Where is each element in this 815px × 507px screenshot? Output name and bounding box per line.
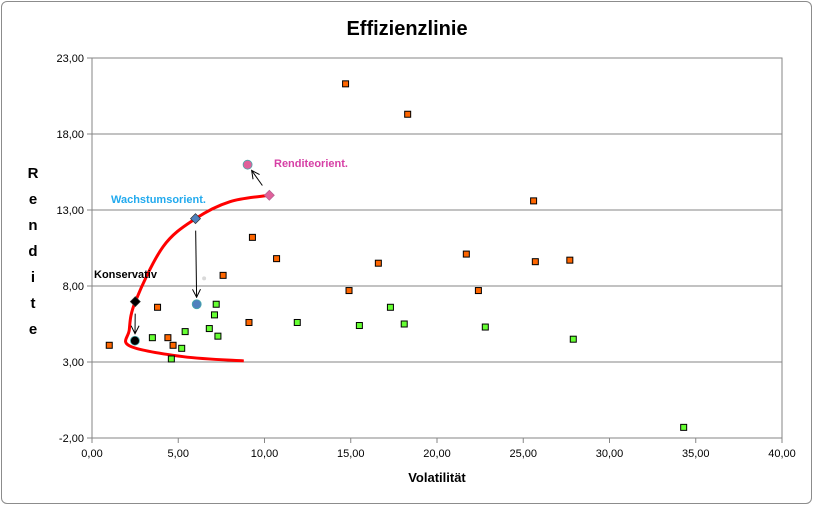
green-point: [181, 328, 189, 336]
green-point: [214, 332, 222, 340]
green-point: [355, 322, 363, 330]
green-point: [293, 318, 301, 326]
y-tick-label: 3,00: [63, 357, 84, 369]
portfolio-circle: [242, 159, 253, 170]
portfolio-circle: [191, 299, 202, 310]
orange-point: [404, 110, 412, 118]
chart-title: Effizienzlinie: [346, 18, 467, 40]
x-axis-label: Volatilität: [408, 470, 466, 485]
x-tick-label: 20,00: [423, 448, 451, 460]
x-tick-label: 0,00: [81, 448, 102, 460]
green-point: [210, 311, 218, 319]
green-point: [400, 320, 408, 328]
green-point: [481, 323, 489, 331]
orange-point: [345, 287, 353, 295]
y-axis-label-letter: t: [31, 295, 36, 312]
orange-point: [474, 287, 482, 295]
green-point: [178, 344, 186, 352]
orange-point: [164, 334, 172, 342]
portfolio-label: Wachstumsorient.: [111, 194, 206, 206]
y-axis-label-letter: e: [29, 191, 37, 208]
y-axis-label-letter: i: [31, 269, 35, 286]
x-tick-label: 40,00: [768, 448, 796, 460]
y-tick-label: 13,00: [56, 205, 84, 217]
green-point: [569, 335, 577, 343]
orange-point: [169, 341, 177, 349]
orange-point: [154, 303, 162, 311]
frontier-diamond: [190, 213, 201, 225]
orange-point: [566, 256, 574, 264]
x-tick-label: 35,00: [682, 448, 710, 460]
frontier-diamond: [129, 296, 141, 308]
y-tick-label: 23,00: [56, 53, 84, 65]
orange-point: [245, 318, 253, 326]
green-point: [212, 300, 220, 308]
arrow: [196, 230, 197, 298]
green-point: [148, 334, 156, 342]
orange-point: [531, 258, 539, 266]
green-point: [205, 325, 213, 333]
arrow: [252, 170, 263, 186]
orange-point: [530, 197, 538, 205]
orange-point: [273, 255, 281, 263]
portfolio-circle: [130, 335, 140, 346]
x-tick-label: 5,00: [168, 448, 189, 460]
orange-point: [342, 80, 350, 88]
x-tick-label: 30,00: [596, 448, 624, 460]
y-axis-label-letter: n: [28, 217, 37, 234]
orange-point: [374, 259, 382, 267]
frontier-diamond: [263, 189, 275, 201]
green-point: [167, 355, 175, 363]
y-axis-label-letter: R: [28, 165, 39, 182]
portfolio-label: Renditeorient.: [274, 158, 348, 170]
green-point: [680, 423, 688, 431]
x-tick-label: 10,00: [251, 448, 279, 460]
y-tick-label: 18,00: [56, 129, 84, 141]
y-axis-label-letter: d: [28, 243, 37, 260]
y-tick-label: 8,00: [63, 281, 84, 293]
portfolio-label: Konservativ: [94, 269, 158, 281]
orange-point: [219, 271, 227, 279]
x-tick-label: 25,00: [509, 448, 537, 460]
orange-point: [105, 341, 113, 349]
y-tick-label: -2,00: [59, 433, 84, 445]
orange-point: [248, 233, 256, 241]
gray-point: [202, 276, 207, 281]
green-point: [386, 303, 394, 311]
y-axis-label-letter: e: [29, 321, 37, 338]
orange-point: [462, 250, 470, 258]
x-tick-label: 15,00: [337, 448, 365, 460]
